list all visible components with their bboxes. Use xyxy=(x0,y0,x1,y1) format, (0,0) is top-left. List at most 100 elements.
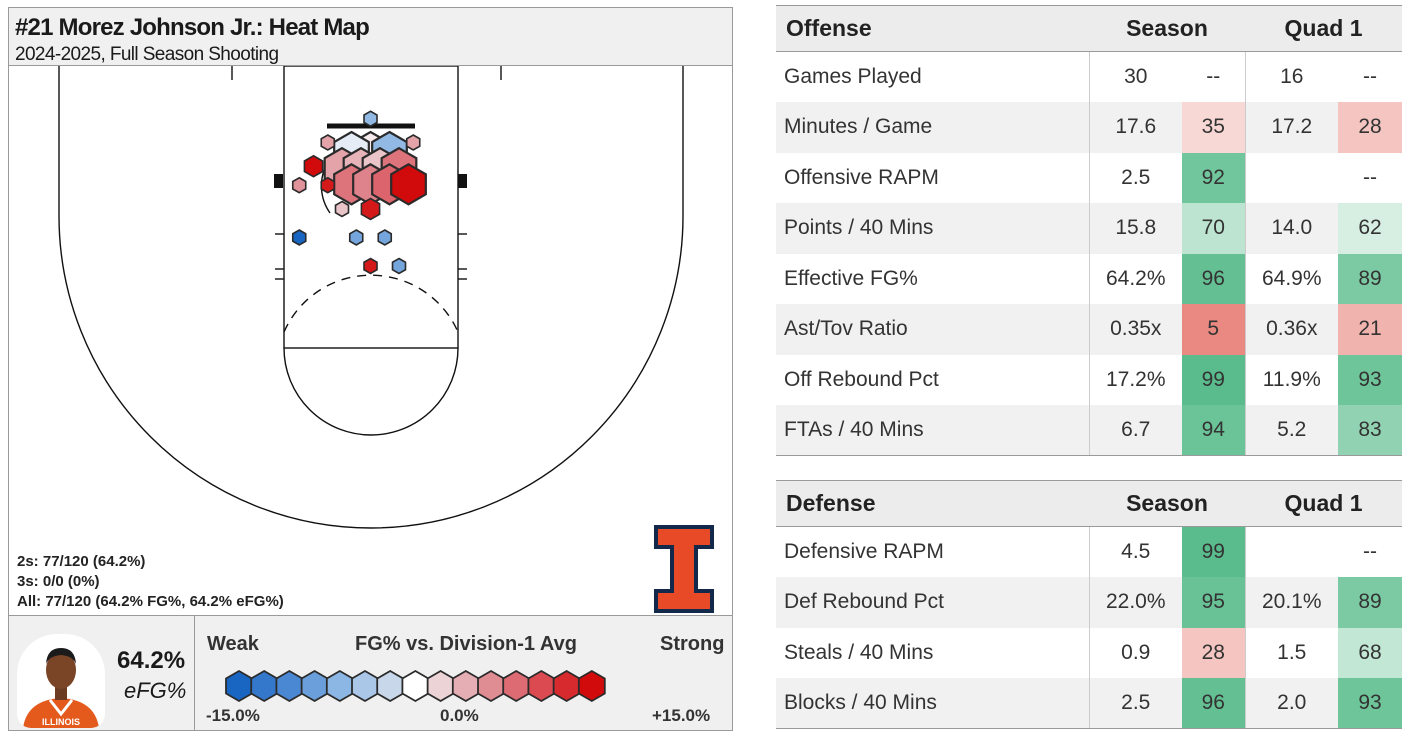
defense-table: Defense Season Quad 1 Defensive RAPM 4.5 9… xyxy=(776,480,1403,729)
legend-swatch-1 xyxy=(250,669,279,703)
bottom-legend-strip: ILLINOIS 64.2% eFG% Weak FG% vs. Divisio… xyxy=(9,615,732,730)
offense-row: Effective FG% 64.2% 96 64.9% 89 xyxy=(776,253,1403,304)
legend-swatch-10 xyxy=(477,669,505,703)
quad-value: 17.2 xyxy=(1245,102,1339,153)
legend-title: FG% vs. Division-1 Avg xyxy=(355,633,577,655)
stat-label: Off Rebound Pct xyxy=(776,354,1090,405)
season-percentile: 94 xyxy=(1182,405,1246,456)
season-value: 6.7 xyxy=(1089,405,1182,456)
quad-percentile: 89 xyxy=(1338,577,1403,628)
heat-hex-20 xyxy=(348,229,364,246)
season-value: 30 xyxy=(1124,65,1148,88)
defense-row: Blocks / 40 Mins 2.5 96 2.0 93 xyxy=(776,678,1403,729)
quad-percentile: 68 xyxy=(1338,627,1403,678)
legend-swatch-12 xyxy=(527,669,556,703)
heat-map-panel: #21 Morez Johnson Jr.: Heat Map 2024-202… xyxy=(8,7,733,731)
chart-subtitle: 2024-2025, Full Season Shooting xyxy=(15,44,279,65)
quad-value: 20.1% xyxy=(1245,577,1339,628)
defense-quad-header: Quad 1 xyxy=(1245,480,1403,527)
defense-season-header: Season xyxy=(1089,480,1246,527)
legend-mid-label: 0.0% xyxy=(440,706,479,725)
offense-row: Ast/Tov Ratio 0.35x 5 0.36x 21 xyxy=(776,304,1403,355)
heat-hex-13 xyxy=(405,134,421,151)
heat-hex-14 xyxy=(303,154,324,178)
season-percentile: 99 xyxy=(1182,526,1246,577)
offense-row: Minutes / Game 17.6 35 17.2 28 xyxy=(776,102,1403,153)
svg-text:ILLINOIS: ILLINOIS xyxy=(42,717,80,727)
heat-hex-21 xyxy=(377,229,393,246)
season-value: 0.9 xyxy=(1121,640,1151,664)
heat-hex-11 xyxy=(363,110,378,128)
legend-color-scale xyxy=(225,669,606,703)
legend-swatch-4 xyxy=(325,669,354,703)
quad-percentile: 28 xyxy=(1338,102,1403,153)
offense-row: Games Played 30 -- 16 -- xyxy=(776,51,1402,102)
defense-title: Defense xyxy=(776,480,1089,527)
legend-swatch-2 xyxy=(275,669,304,703)
season-percentile: 35 xyxy=(1182,102,1246,153)
season-value: 0.35x xyxy=(1089,304,1182,355)
legend-weak-label: Weak xyxy=(207,633,259,655)
season-percentile: 96 xyxy=(1182,253,1246,304)
stat-label: Steals / 40 Mins xyxy=(776,627,1090,678)
season-value: 4.5 xyxy=(1121,540,1151,563)
chart-title: #21 Morez Johnson Jr.: Heat Map xyxy=(15,14,370,41)
season-value: 2.5 xyxy=(1089,678,1182,729)
offense-season-header: Season xyxy=(1089,5,1246,52)
defense-row: Defensive RAPM 4.5 99 -- xyxy=(776,526,1402,578)
stat-label: Points / 40 Mins xyxy=(776,203,1090,254)
stat-label: Effective FG% xyxy=(776,253,1090,304)
offense-table: Offense Season Quad 1 Games Played 30 -- 16… xyxy=(776,5,1403,456)
quad-percentile: 89 xyxy=(1338,253,1403,304)
heat-hex-12 xyxy=(320,134,336,151)
quad-value: 1.5 xyxy=(1277,640,1307,664)
season-value: 2.5 xyxy=(1121,165,1151,189)
heat-hex-23 xyxy=(391,257,407,275)
offense-row: Off Rebound Pct 17.2% 99 11.9% 93 xyxy=(776,354,1403,405)
heat-hex-22 xyxy=(363,257,378,275)
heat-hex-17 xyxy=(334,200,350,218)
legend-strong-label: Strong xyxy=(660,633,725,655)
legend-swatch-0 xyxy=(225,669,253,703)
quad-value xyxy=(1245,527,1338,578)
season-percentile: 95 xyxy=(1182,577,1246,628)
season-value: 15.8 xyxy=(1089,203,1182,254)
quad-percentile: 21 xyxy=(1338,304,1403,355)
legend-swatch-3 xyxy=(300,669,329,703)
twos-summary: 2s: 77/120 (64.2%) xyxy=(17,553,146,570)
defense-row: Def Rebound Pct 22.0% 95 20.1% 89 xyxy=(776,577,1403,628)
court-diagram xyxy=(58,66,684,529)
all-summary: All: 77/120 (64.2% FG%, 64.2% eFG%) xyxy=(17,593,284,610)
defense-row: Steals / 40 Mins 0.9 28 1.5 68 xyxy=(776,627,1403,678)
shot-summary: 2s: 77/120 (64.2%) 3s: 0/0 (0%) All: 77/… xyxy=(17,552,284,612)
quad-percentile: -- xyxy=(1363,540,1378,563)
heat-hex-10 xyxy=(390,163,427,206)
stat-label: FTAs / 40 Mins xyxy=(776,405,1090,456)
season-percentile: 99 xyxy=(1182,354,1246,405)
quad-percentile: -- xyxy=(1363,65,1378,88)
block-mark-right xyxy=(458,174,467,188)
quad-percentile: 93 xyxy=(1338,678,1403,729)
threes-summary: 3s: 0/0 (0%) xyxy=(17,573,100,590)
offense-title: Offense xyxy=(776,5,1089,52)
season-percentile: -- xyxy=(1182,51,1246,102)
block-mark-left xyxy=(274,174,283,188)
offense-row: FTAs / 40 Mins 6.7 94 5.2 83 xyxy=(776,405,1403,456)
player-avatar: ILLINOIS xyxy=(17,634,105,728)
chart-title-box: #21 Morez Johnson Jr.: Heat Map 2024-202… xyxy=(9,8,732,66)
legend-swatch-8 xyxy=(426,669,455,703)
quad-value: 14.0 xyxy=(1245,203,1339,254)
quad-value: 64.9% xyxy=(1261,266,1322,290)
offense-row: Offensive RAPM 2.5 92 -- xyxy=(776,152,1402,203)
legend-swatch-9 xyxy=(451,669,480,703)
quad-percentile: -- xyxy=(1363,165,1378,189)
season-value: 17.6 xyxy=(1089,102,1182,153)
stat-label: Blocks / 40 Mins xyxy=(776,678,1090,729)
stat-label: Def Rebound Pct xyxy=(776,577,1090,628)
offense-quad-header: Quad 1 xyxy=(1245,5,1403,52)
legend-min-label: -15.0% xyxy=(206,706,260,725)
legend-swatch-11 xyxy=(502,669,531,703)
quad-value: 11.9% xyxy=(1262,367,1321,391)
legend-swatch-6 xyxy=(376,669,405,703)
offense-header-row: Offense Season Quad 1 xyxy=(776,5,1403,52)
